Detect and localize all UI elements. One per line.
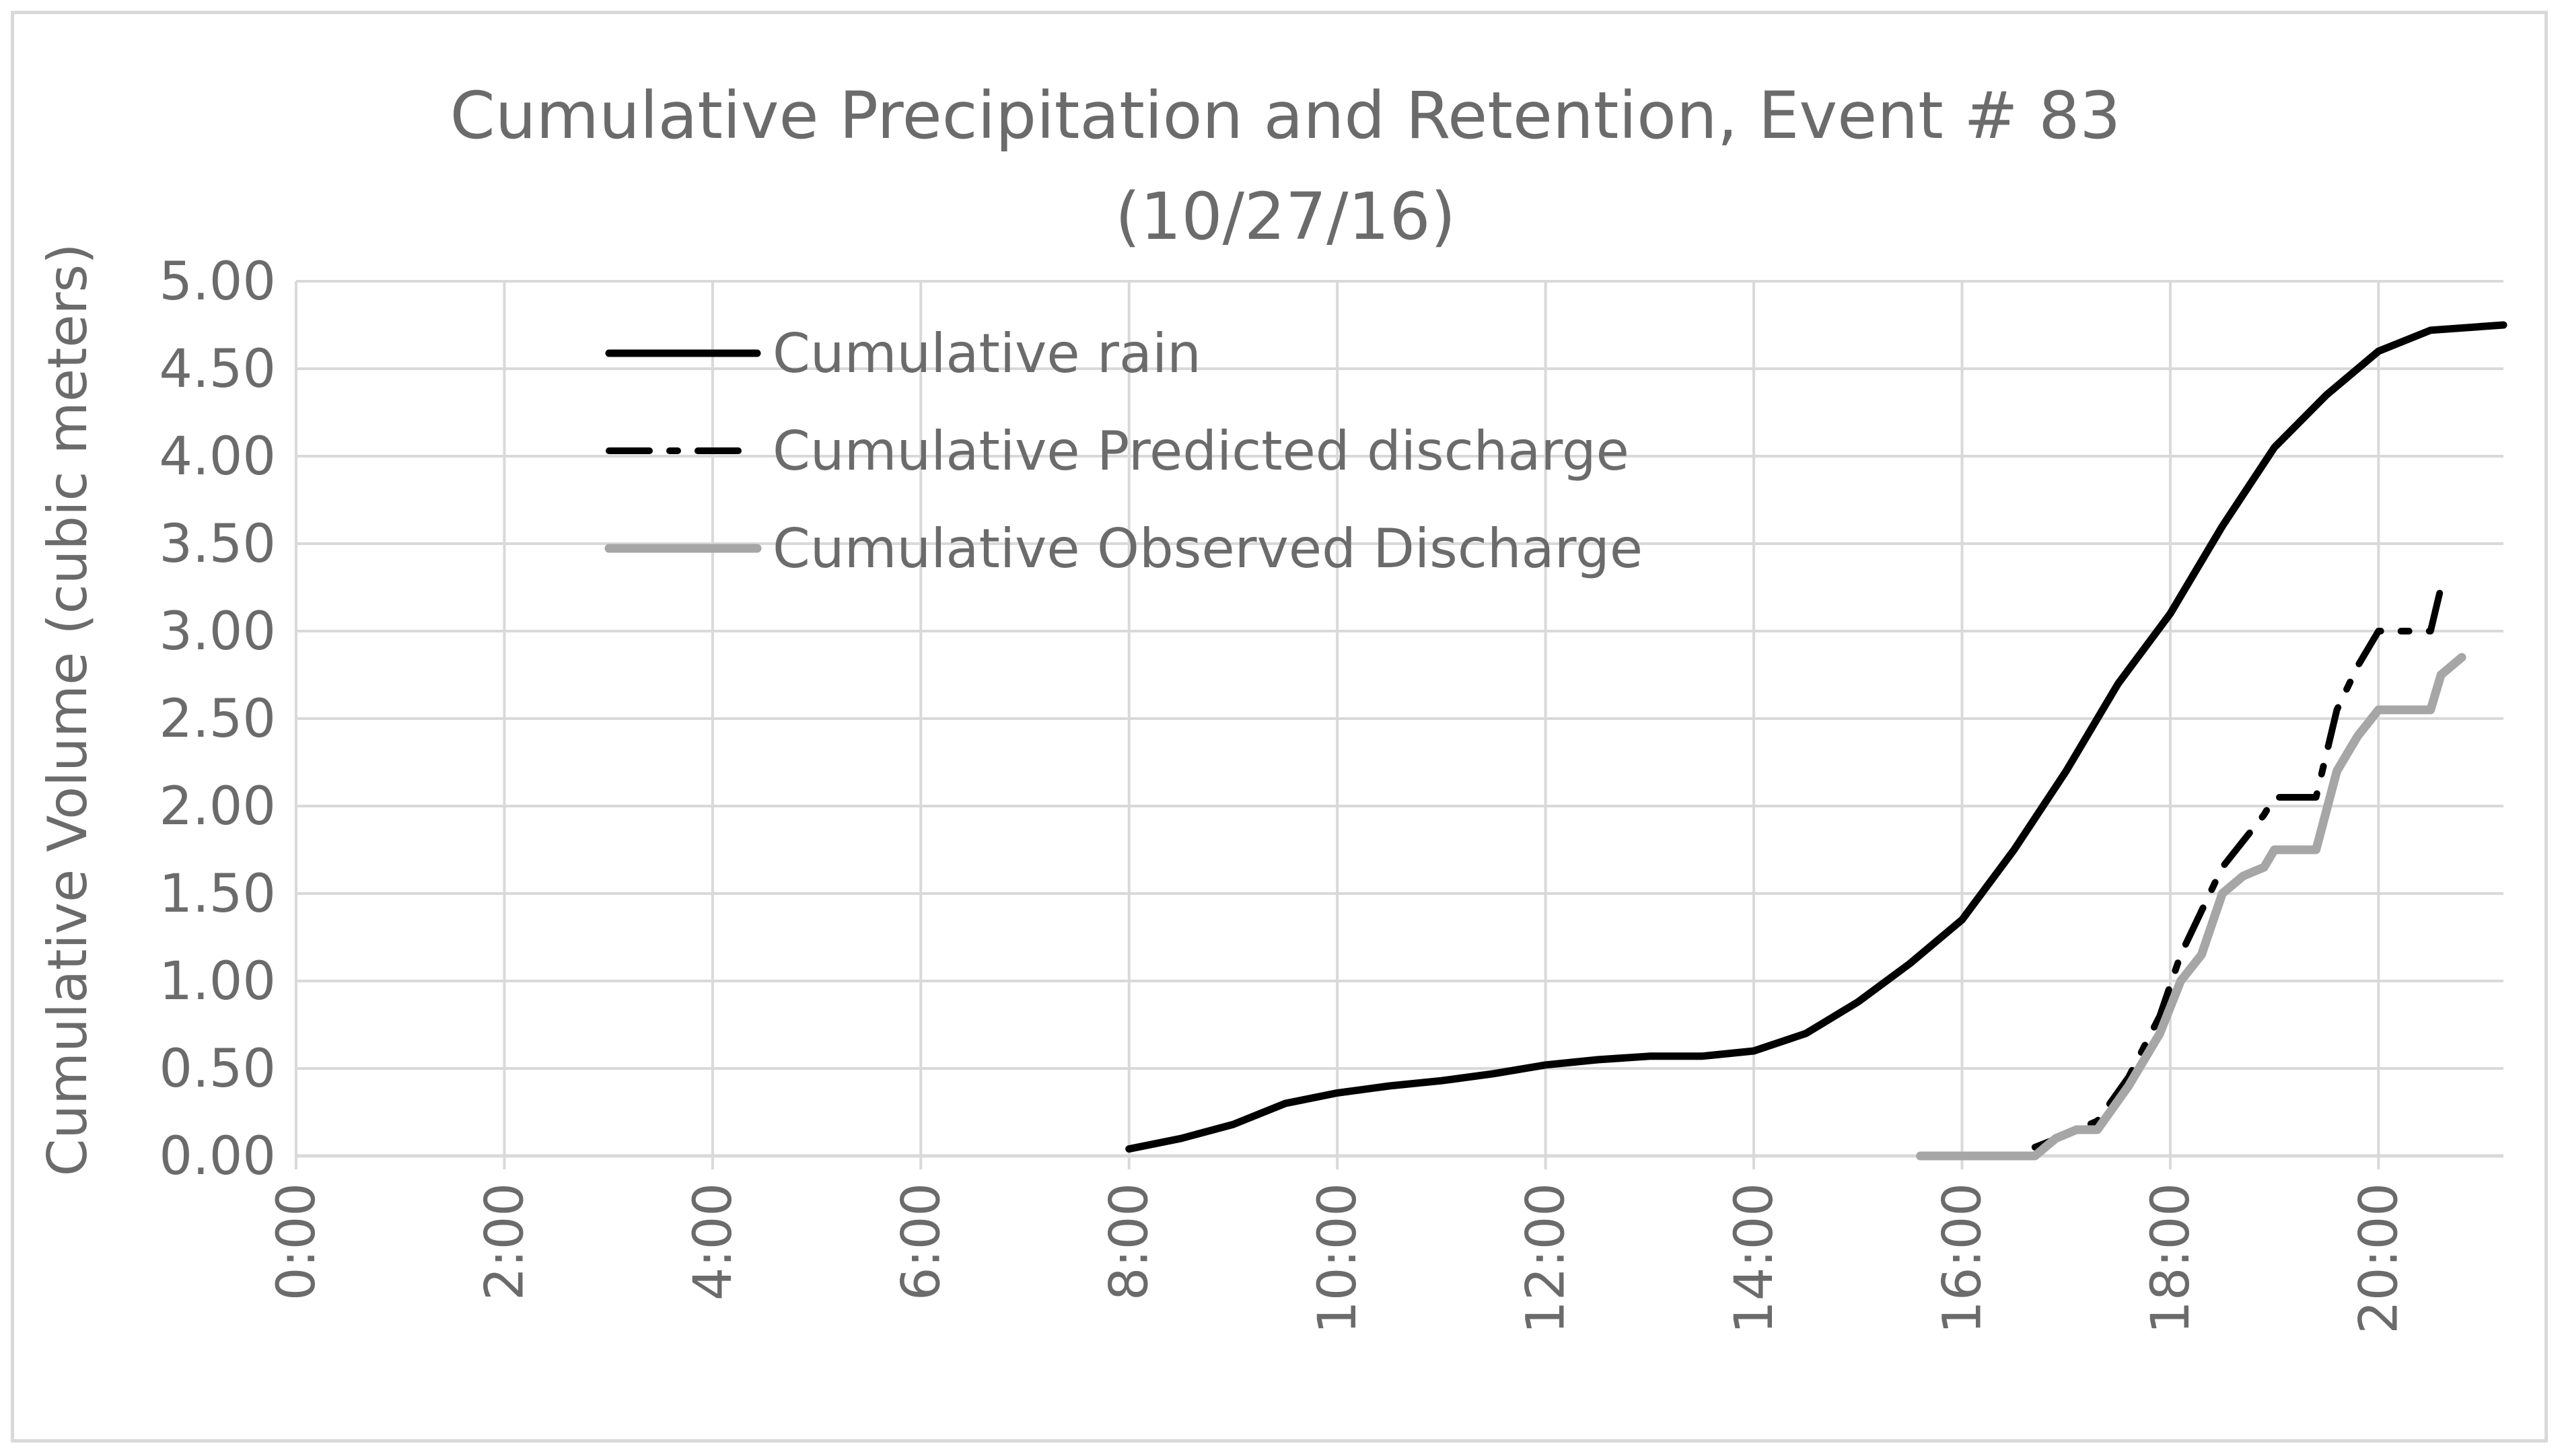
y-tick-label: 2.00 xyxy=(159,776,276,837)
chart-title-line-2: (10/27/16) xyxy=(1115,179,1456,254)
y-axis-title: Cumulative Volume (cubic meters) xyxy=(36,244,99,1177)
x-tick-label: 6:00 xyxy=(891,1183,952,1301)
grid-layer xyxy=(295,280,2503,1169)
chart-legend: Cumulative rain Cumulative Predicted disc… xyxy=(604,322,1643,580)
chart-title-line-1: Cumulative Precipitation and Retention, … xyxy=(450,78,2121,153)
y-tick-label: 0.50 xyxy=(159,1039,276,1099)
y-tick-label: 3.50 xyxy=(159,514,276,575)
y-tick-label: 0.00 xyxy=(159,1126,276,1187)
chart-frame xyxy=(11,11,2548,1443)
x-tick-label: 12:00 xyxy=(1516,1183,1577,1334)
x-tick-label: 14:00 xyxy=(1724,1183,1785,1334)
y-tick-label: 5.00 xyxy=(159,252,276,312)
x-tick-label: 8:00 xyxy=(1100,1183,1160,1301)
x-tick-label: 4:00 xyxy=(683,1183,744,1301)
y-tick-label: 4.00 xyxy=(159,427,276,487)
x-tick-label: 18:00 xyxy=(2141,1183,2201,1334)
x-tick-label: 20:00 xyxy=(2349,1183,2409,1334)
x-tick-label: 10:00 xyxy=(1308,1183,1368,1334)
y-tick-label: 2.50 xyxy=(159,689,276,750)
axis-layer: 0.00 0.50 1.00 1.50 2.00 2.50 3.00 3.50 4.00 4.50… xyxy=(159,252,2409,1334)
series-layer xyxy=(1125,321,2507,1161)
x-tick-label: 0:00 xyxy=(266,1183,327,1301)
series-line-1 xyxy=(1125,321,2507,1153)
legend-label-3: Cumulative Observed Discharge xyxy=(773,517,1643,580)
y-tick-label: 1.50 xyxy=(159,864,276,924)
y-tick-label: 1.00 xyxy=(159,951,276,1012)
legend-label-1: Cumulative rain xyxy=(773,322,1201,385)
chart-title: Cumulative Precipitation and Retention, … xyxy=(450,78,2121,254)
legend-label-2: Cumulative Predicted discharge xyxy=(773,420,1629,482)
x-tick-label: 16:00 xyxy=(1932,1183,1993,1334)
x-tick-label: 2:00 xyxy=(474,1183,535,1301)
y-tick-label: 4.50 xyxy=(159,339,276,400)
series-line-2 xyxy=(2031,584,2445,1151)
series-line-3 xyxy=(1916,653,2466,1161)
y-tick-label: 3.00 xyxy=(159,602,276,662)
